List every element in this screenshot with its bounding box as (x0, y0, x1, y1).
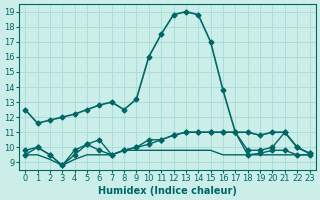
X-axis label: Humidex (Indice chaleur): Humidex (Indice chaleur) (98, 186, 237, 196)
